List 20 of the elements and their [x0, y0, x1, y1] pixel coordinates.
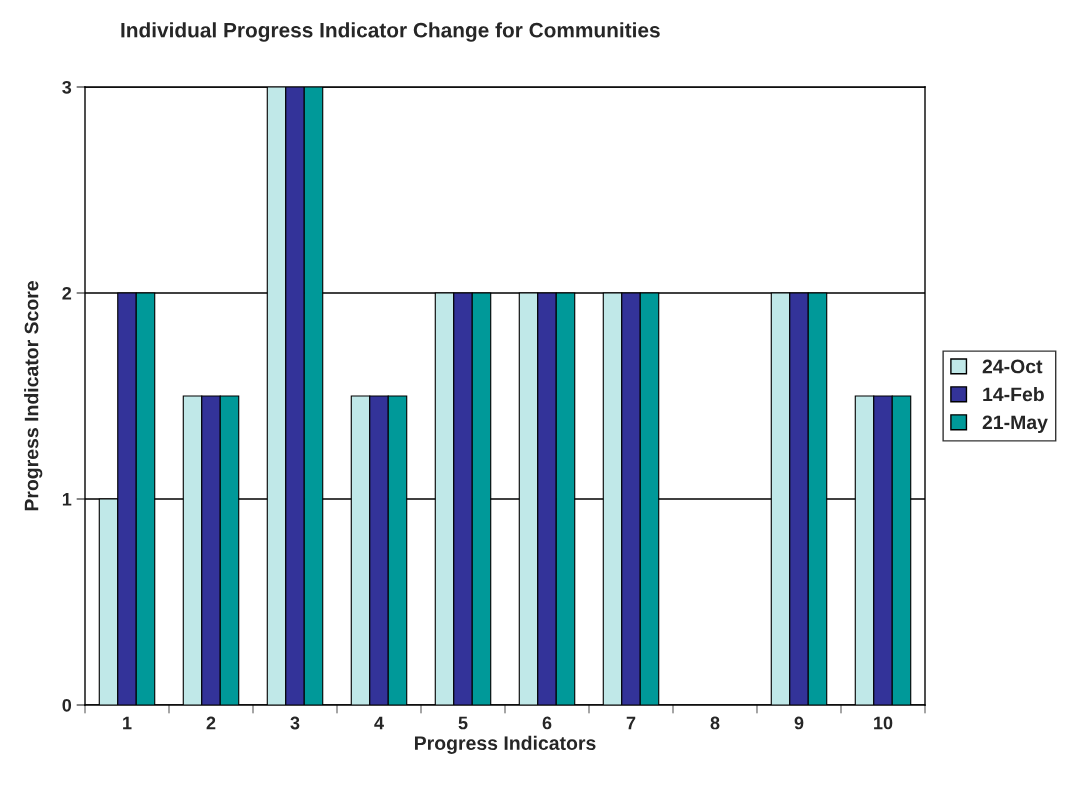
x-tick-label: 1 — [123, 716, 132, 730]
x-tick-label: 8 — [710, 716, 720, 730]
y-tick-label: 1 — [62, 493, 72, 506]
legend-label: 24-Oct — [982, 359, 1043, 374]
x-tick-label: 3 — [290, 716, 300, 730]
legend-label: 21-May — [982, 415, 1048, 434]
x-tick-label: 4 — [374, 716, 384, 730]
y-tick-label: 0 — [62, 698, 72, 712]
x-axis-title: Progress Indicators — [414, 735, 596, 754]
x-tick-label: 6 — [542, 716, 552, 730]
x-tick-label: 7 — [626, 716, 636, 730]
y-axis-title: Progress Indicator Score — [24, 281, 43, 511]
legend-label: 14-Feb — [983, 386, 1044, 402]
y-tick-label: 2 — [62, 286, 72, 300]
x-tick-label: 5 — [458, 716, 468, 730]
chart-title: Individual Progress Indicator Change for Communities — [121, 22, 660, 42]
y-tick-label: 3 — [62, 80, 72, 94]
x-tick-label: 9 — [794, 716, 804, 730]
x-tick-label: 2 — [206, 716, 216, 730]
x-tick-label: 10 — [874, 716, 893, 730]
